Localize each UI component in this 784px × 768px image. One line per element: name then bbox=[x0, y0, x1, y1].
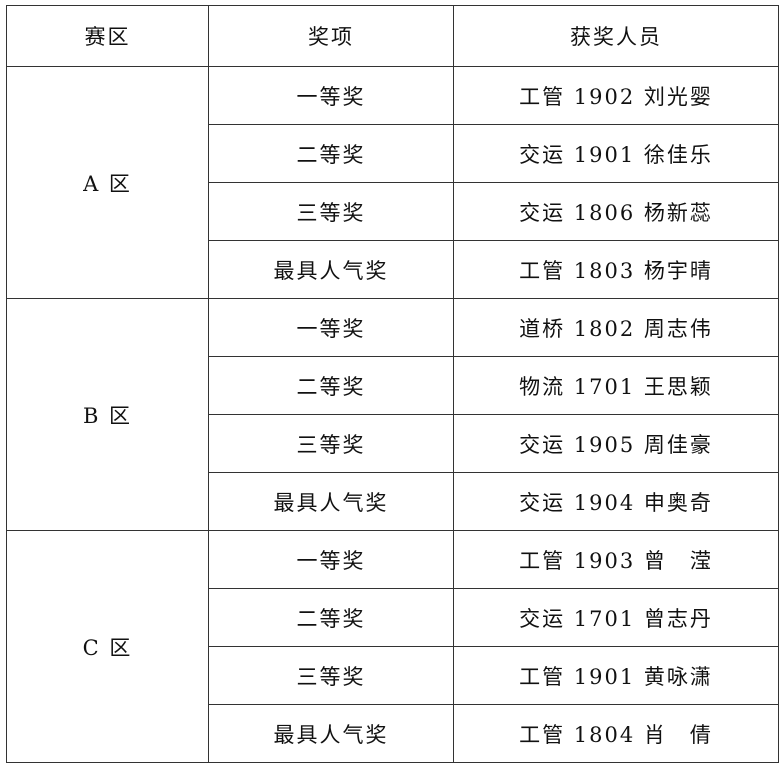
region-cell: B 区 bbox=[6, 298, 209, 531]
award-cell: 最具人气奖 bbox=[208, 704, 454, 763]
table-row: A 区一等奖 工管 1902 刘光婴 bbox=[6, 66, 779, 299]
winner-cell: 交运 1901 徐佳乐 bbox=[453, 124, 779, 183]
award-cell: 三等奖 bbox=[208, 182, 454, 241]
award-cell: 一等奖 bbox=[208, 530, 454, 589]
table-row: B 区一等奖 道桥 1802 周志伟 bbox=[6, 298, 779, 531]
header-region: 赛区 bbox=[6, 5, 209, 67]
award-cell: 三等奖 bbox=[208, 414, 454, 473]
award-cell: 二等奖 bbox=[208, 356, 454, 415]
awards-table: 赛区 奖项 获奖人员 A 区一等奖 工管 1902 刘光婴 二等奖 交运 1901 徐… bbox=[6, 5, 779, 763]
header-row: 赛区 奖项 获奖人员 bbox=[6, 5, 779, 67]
table-body: A 区一等奖 工管 1902 刘光婴 二等奖 交运 1901 徐佳乐 三等奖 交运 180… bbox=[6, 66, 779, 763]
table-row: 最具人气奖 工管 1803 杨宇晴 bbox=[7, 240, 779, 299]
header-award: 奖项 bbox=[208, 5, 454, 67]
table-row: C 区一等奖 工管 1903 曾 滢 bbox=[6, 530, 779, 763]
winner-cell: 交运 1905 周佳豪 bbox=[453, 414, 779, 473]
winner-cell: 工管 1803 杨宇晴 bbox=[453, 240, 779, 299]
winner-cell: 工管 1901 黄咏潇 bbox=[453, 646, 779, 705]
winner-cell: 工管 1902 刘光婴 bbox=[453, 66, 779, 125]
winner-cell: 交运 1806 杨新蕊 bbox=[453, 182, 779, 241]
winner-cell: 工管 1804 肖 倩 bbox=[453, 704, 779, 763]
award-cell: 二等奖 bbox=[208, 124, 454, 183]
winner-cell: 交运 1701 曾志丹 bbox=[453, 588, 779, 647]
region-cell: A 区 bbox=[6, 66, 209, 299]
table-row: 最具人气奖 交运 1904 申奥奇 bbox=[7, 472, 779, 531]
winner-cell: 物流 1701 王思颖 bbox=[453, 356, 779, 415]
winner-cell: 工管 1903 曾 滢 bbox=[453, 530, 779, 589]
table-row: 三等奖 工管 1901 黄咏潇 bbox=[7, 646, 779, 705]
winner-cell: 道桥 1802 周志伟 bbox=[453, 298, 779, 357]
table-row: 二等奖 交运 1701 曾志丹 bbox=[7, 588, 779, 647]
award-cell: 最具人气奖 bbox=[208, 240, 454, 299]
award-cell: 一等奖 bbox=[208, 66, 454, 125]
table-row: 最具人气奖 工管 1804 肖 倩 bbox=[7, 704, 779, 763]
award-cell: 一等奖 bbox=[208, 298, 454, 357]
winner-cell: 交运 1904 申奥奇 bbox=[453, 472, 779, 531]
award-cell: 二等奖 bbox=[208, 588, 454, 647]
region-cell: C 区 bbox=[6, 530, 209, 763]
award-cell: 三等奖 bbox=[208, 646, 454, 705]
award-cell: 最具人气奖 bbox=[208, 472, 454, 531]
header-winner: 获奖人员 bbox=[453, 5, 779, 67]
table-row: 二等奖 交运 1901 徐佳乐 bbox=[7, 124, 779, 183]
